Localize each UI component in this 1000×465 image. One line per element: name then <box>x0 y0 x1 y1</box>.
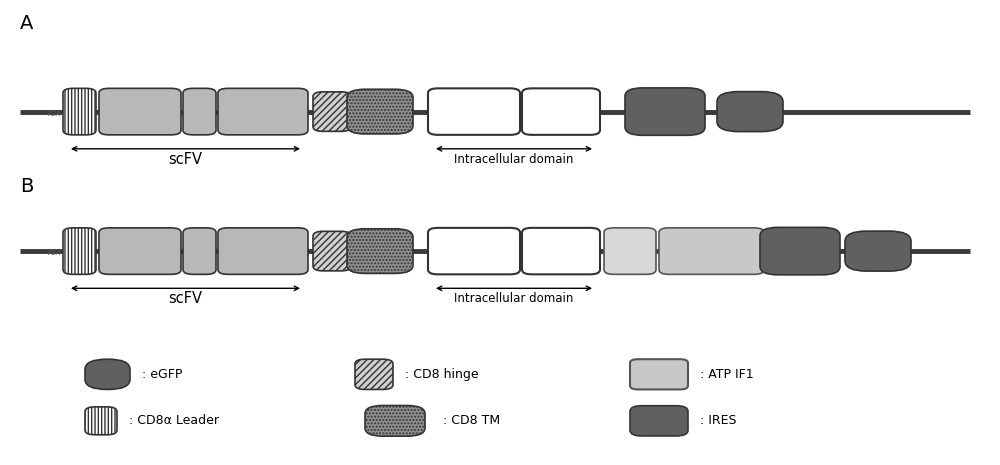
FancyBboxPatch shape <box>760 227 840 275</box>
FancyBboxPatch shape <box>183 228 216 274</box>
FancyBboxPatch shape <box>630 405 688 436</box>
Text: : eGFP: : eGFP <box>142 368 182 381</box>
Text: CD3ζ: CD3ζ <box>545 245 577 258</box>
Text: scFV: scFV <box>168 152 202 166</box>
FancyBboxPatch shape <box>845 231 911 271</box>
FancyBboxPatch shape <box>604 228 656 274</box>
Text: VH: VH <box>131 245 149 258</box>
Text: 4-1BB: 4-1BB <box>456 105 492 118</box>
FancyBboxPatch shape <box>428 88 520 135</box>
FancyBboxPatch shape <box>522 88 600 135</box>
Text: P2A: P2A <box>48 251 62 256</box>
Text: A: A <box>20 14 33 33</box>
Text: : ATP IF1: : ATP IF1 <box>700 368 754 381</box>
Text: VL: VL <box>255 245 271 258</box>
FancyBboxPatch shape <box>99 88 181 135</box>
Text: : IRES: : IRES <box>700 414 737 427</box>
FancyBboxPatch shape <box>630 359 688 390</box>
FancyBboxPatch shape <box>183 88 216 135</box>
FancyBboxPatch shape <box>365 405 425 436</box>
Text: Intracellular domain: Intracellular domain <box>454 153 574 166</box>
FancyBboxPatch shape <box>347 89 413 134</box>
FancyBboxPatch shape <box>63 88 96 135</box>
Text: B: B <box>20 177 33 196</box>
FancyBboxPatch shape <box>99 228 181 274</box>
FancyBboxPatch shape <box>355 359 393 390</box>
FancyBboxPatch shape <box>85 407 117 435</box>
Text: : CD8α Leader: : CD8α Leader <box>129 414 219 427</box>
FancyBboxPatch shape <box>218 228 308 274</box>
Text: Intracellular domain: Intracellular domain <box>454 292 574 305</box>
FancyBboxPatch shape <box>218 88 308 135</box>
Text: ATP IF1: ATP IF1 <box>690 245 733 258</box>
Text: 4-1BB: 4-1BB <box>456 245 492 258</box>
Text: VH: VH <box>131 105 149 118</box>
Text: F2A: F2A <box>619 246 641 256</box>
Text: : CD8 hinge: : CD8 hinge <box>405 368 479 381</box>
FancyBboxPatch shape <box>717 92 783 132</box>
Text: L: L <box>196 105 203 118</box>
FancyBboxPatch shape <box>347 229 413 273</box>
FancyBboxPatch shape <box>522 228 600 274</box>
Text: scFV: scFV <box>168 291 202 306</box>
FancyBboxPatch shape <box>313 231 351 271</box>
FancyBboxPatch shape <box>85 359 130 390</box>
Text: L: L <box>196 245 203 258</box>
FancyBboxPatch shape <box>313 92 351 132</box>
Text: VL: VL <box>255 105 271 118</box>
Text: P2A: P2A <box>48 111 62 117</box>
FancyBboxPatch shape <box>428 228 520 274</box>
Text: : CD8 TM: : CD8 TM <box>443 414 500 427</box>
Text: CD3ζ: CD3ζ <box>545 105 577 118</box>
FancyBboxPatch shape <box>659 228 764 274</box>
FancyBboxPatch shape <box>63 228 96 274</box>
FancyBboxPatch shape <box>625 88 705 135</box>
